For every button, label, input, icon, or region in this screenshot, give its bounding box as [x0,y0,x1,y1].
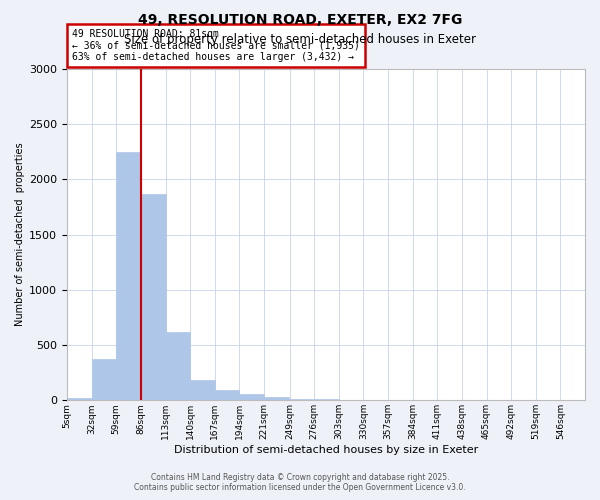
Bar [314,399,339,400]
Bar [141,194,166,400]
Bar [67,398,92,400]
Text: 49, RESOLUTION ROAD, EXETER, EX2 7FG: 49, RESOLUTION ROAD, EXETER, EX2 7FG [138,12,462,26]
Text: Size of property relative to semi-detached houses in Exeter: Size of property relative to semi-detach… [124,32,476,46]
Text: Contains HM Land Registry data © Crown copyright and database right 2025.
Contai: Contains HM Land Registry data © Crown c… [134,473,466,492]
Y-axis label: Number of semi-detached  properties: Number of semi-detached properties [15,143,25,326]
Bar [264,397,289,400]
Bar [116,152,141,400]
Bar [166,332,190,400]
Bar [215,390,239,400]
Bar [290,398,314,400]
Bar [190,380,215,400]
Bar [239,394,264,400]
Text: 49 RESOLUTION ROAD: 81sqm
← 36% of semi-detached houses are smaller (1,935)
63% : 49 RESOLUTION ROAD: 81sqm ← 36% of semi-… [72,29,360,62]
X-axis label: Distribution of semi-detached houses by size in Exeter: Distribution of semi-detached houses by … [174,445,478,455]
Bar [92,360,116,401]
